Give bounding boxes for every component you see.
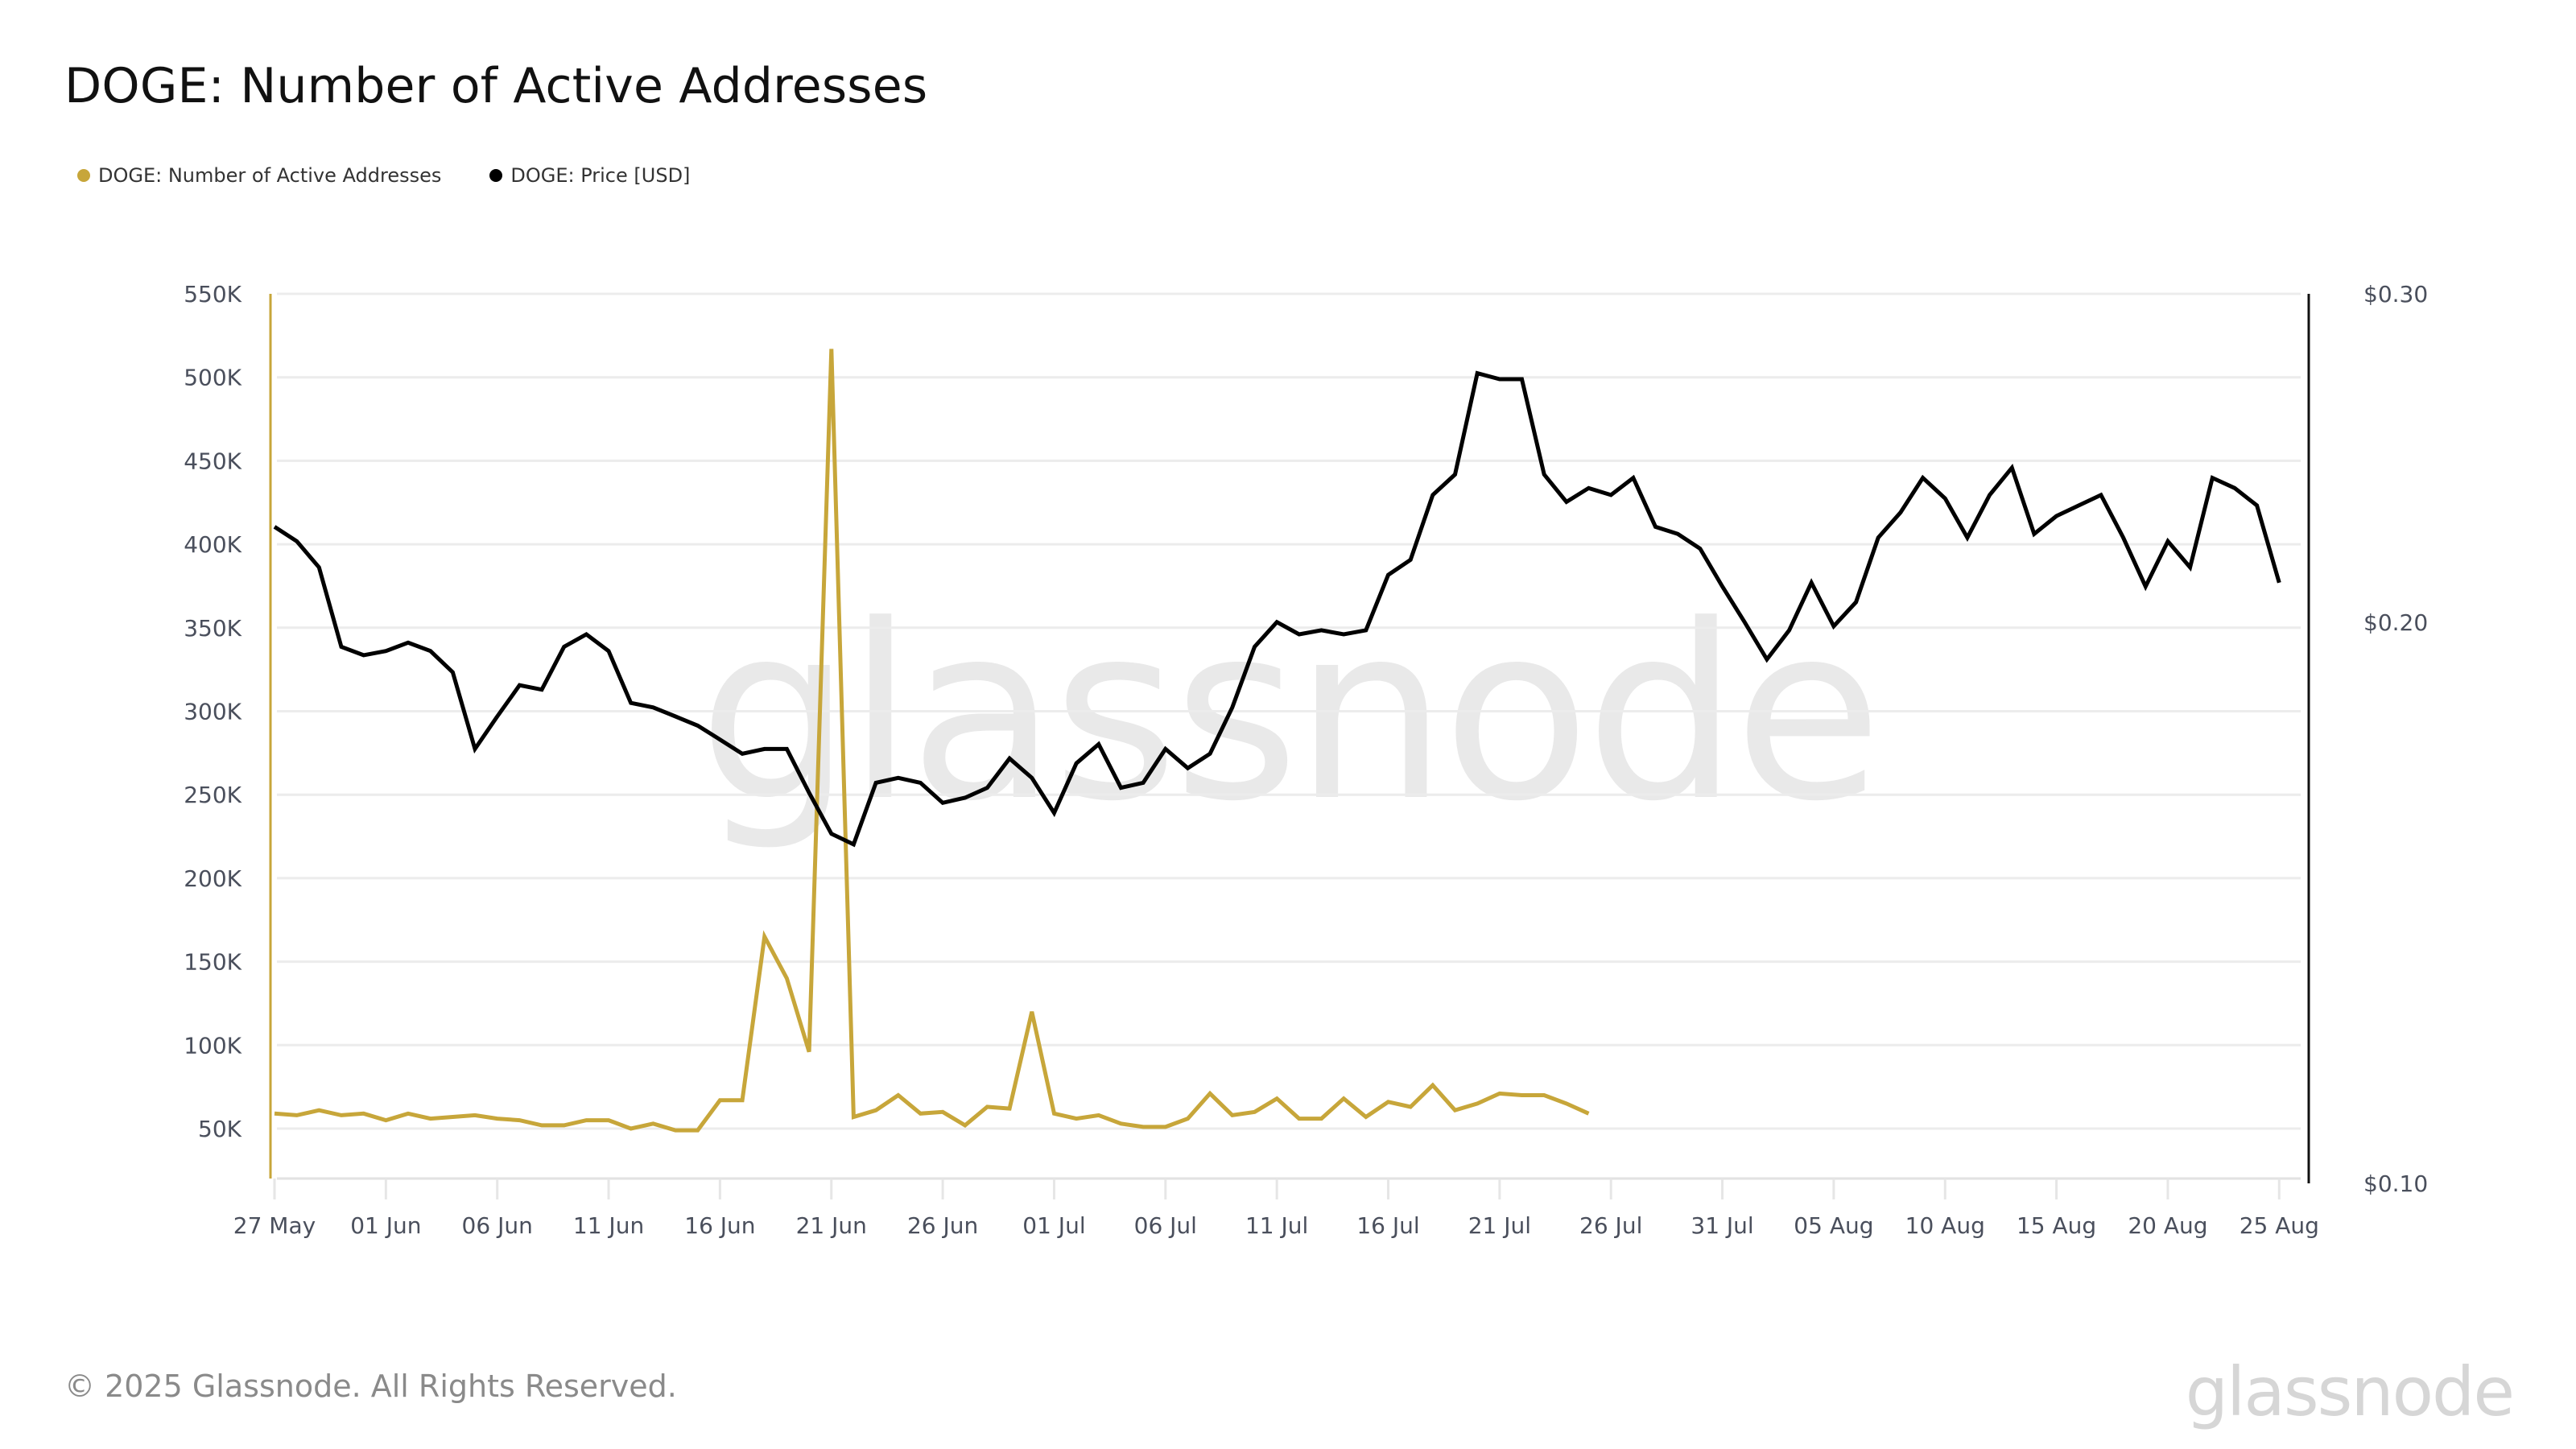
x-tick-label: 16 Jul: [1356, 1212, 1419, 1239]
y-tick-label: 300K: [184, 699, 242, 725]
y2-tick-label: $0.30: [2363, 281, 2428, 308]
y2-tick-label: $0.10: [2363, 1170, 2428, 1197]
chart-title: DOGE: Number of Active Addresses: [64, 58, 928, 114]
x-tick-label: 11 Jul: [1245, 1212, 1308, 1239]
series-lines: [273, 349, 2281, 1133]
y-tick-label: 250K: [184, 782, 242, 808]
gridlines: [277, 292, 2301, 1180]
y-tick-label: 100K: [184, 1032, 242, 1059]
x-tick-label: 21 Jun: [796, 1212, 867, 1239]
legend-item-price[interactable]: DOGE: Price [USD]: [489, 164, 690, 187]
legend-dot-icon: [77, 169, 90, 182]
y-tick-label: 200K: [184, 865, 242, 892]
watermark-text: glassnode: [699, 573, 1878, 854]
copyright-text: © 2025 Glassnode. All Rights Reserved.: [64, 1368, 677, 1404]
watermark: glassnode: [699, 573, 1883, 854]
x-tick-label: 31 Jul: [1690, 1212, 1753, 1239]
x-tick-label: 20 Aug: [2128, 1212, 2207, 1239]
axes: 550K 500K 450K 400K 350K 300K 250K 200K 150K 100K…: [184, 281, 2428, 1239]
y-tick-label: 450K: [184, 448, 242, 474]
glassnode-logo: glassnode: [2185, 1352, 2515, 1431]
y-tick-label: 350K: [184, 615, 242, 642]
active-addresses-line[interactable]: [274, 349, 1590, 1133]
x-tick-label: 10 Aug: [1905, 1212, 1985, 1239]
x-tick-label: 21 Jul: [1468, 1212, 1531, 1239]
y-tick-label: 150K: [184, 949, 242, 976]
x-tick-label: 11 Jun: [573, 1212, 644, 1239]
x-tick-label: 05 Aug: [1794, 1212, 1873, 1239]
x-tick-label: 01 Jul: [1022, 1212, 1085, 1239]
x-tick-label: 16 Jun: [684, 1212, 755, 1239]
price-line[interactable]: [273, 370, 2281, 848]
y-tick-label: 50K: [198, 1116, 242, 1142]
legend-label: DOGE: Number of Active Addresses: [98, 164, 442, 187]
y-tick-label: 550K: [184, 281, 242, 308]
x-tick-label: 26 Jul: [1579, 1212, 1642, 1239]
legend-label: DOGE: Price [USD]: [510, 164, 691, 187]
legend-dot-icon: [489, 169, 503, 182]
legend-item-active-addresses[interactable]: DOGE: Number of Active Addresses: [77, 164, 441, 187]
x-tick-label: 01 Jun: [350, 1212, 421, 1239]
x-tick-label: 06 Jun: [462, 1212, 533, 1239]
chart-legend: DOGE: Number of Active Addresses DOGE: P…: [77, 164, 690, 187]
y-tick-label: 500K: [184, 365, 242, 391]
x-tick-label: 25 Aug: [2240, 1212, 2319, 1239]
y-tick-label: 400K: [184, 531, 242, 558]
x-tick-label: 15 Aug: [2017, 1212, 2096, 1239]
x-tick-label: 27 May: [233, 1212, 316, 1239]
x-tick-label: 06 Jul: [1134, 1212, 1197, 1239]
x-tick-label: 26 Jun: [907, 1212, 978, 1239]
y2-tick-label: $0.20: [2363, 609, 2428, 636]
